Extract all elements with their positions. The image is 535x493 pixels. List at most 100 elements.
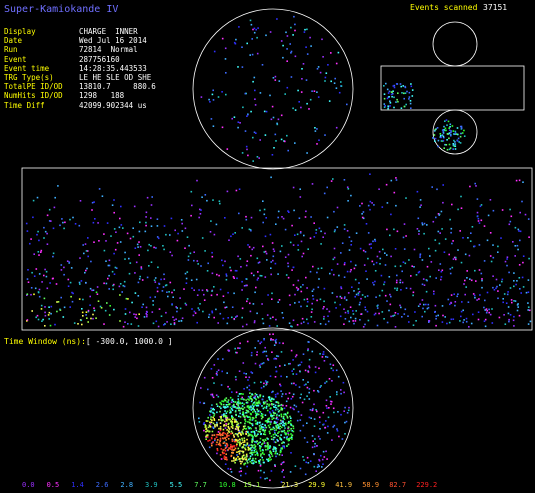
pmt-hit xyxy=(278,404,281,407)
pmt-hit xyxy=(241,152,244,154)
pmt-hit xyxy=(243,398,245,401)
pmt-hit xyxy=(92,221,95,224)
pmt-hit xyxy=(306,422,308,424)
pmt-hit xyxy=(274,432,276,434)
pmt-hit xyxy=(296,419,299,422)
pmt-hit xyxy=(160,278,162,281)
pmt-hit xyxy=(269,432,271,435)
pmt-hit xyxy=(320,385,322,387)
pmt-hit xyxy=(309,98,312,101)
pmt-hit xyxy=(134,272,136,274)
pmt-hit xyxy=(158,282,160,285)
pmt-hit xyxy=(274,420,276,423)
pmt-hit xyxy=(302,379,304,381)
pmt-hit xyxy=(258,445,261,447)
pmt-hit xyxy=(449,303,451,306)
pmt-hit xyxy=(383,106,386,108)
pmt-hit xyxy=(392,90,394,92)
pmt-hit xyxy=(223,452,225,454)
pmt-hit xyxy=(324,323,327,326)
pmt-hit xyxy=(328,310,331,313)
info-label: Event time xyxy=(4,63,50,73)
pmt-hit xyxy=(118,285,121,288)
pmt-hit xyxy=(358,291,361,293)
pmt-hit xyxy=(427,306,430,309)
pmt-hit xyxy=(317,435,320,438)
pmt-hit xyxy=(265,384,267,386)
pmt-hit xyxy=(238,438,241,441)
pmt-hit xyxy=(150,261,153,263)
pmt-hit xyxy=(245,323,248,326)
pmt-hit xyxy=(140,266,143,268)
pmt-hit xyxy=(151,311,154,313)
app-title: Super-Kamiokande IV xyxy=(4,4,119,15)
pmt-hit xyxy=(44,325,46,327)
pmt-hit xyxy=(242,411,244,413)
pmt-hit xyxy=(288,294,291,297)
pmt-hit xyxy=(212,199,214,201)
pmt-hit xyxy=(242,325,244,328)
pmt-hit xyxy=(234,401,237,403)
pmt-hit xyxy=(515,179,518,182)
pmt-hit xyxy=(328,100,331,102)
pmt-hit xyxy=(242,428,244,431)
pmt-hit xyxy=(241,46,243,48)
pmt-hit xyxy=(285,432,287,435)
pmt-hit xyxy=(283,425,286,427)
pmt-hit xyxy=(284,228,287,231)
pmt-hit xyxy=(325,450,327,453)
pmt-hit xyxy=(216,439,219,441)
pmt-hit xyxy=(269,399,272,401)
pmt-hit xyxy=(504,323,507,325)
pmt-hit xyxy=(236,403,238,405)
pmt-hit xyxy=(227,399,230,401)
pmt-hit xyxy=(489,232,492,234)
pmt-hit xyxy=(300,361,303,364)
pmt-hit xyxy=(255,132,257,134)
pmt-hit xyxy=(263,431,266,433)
pmt-hit xyxy=(241,431,244,434)
pmt-hit xyxy=(253,27,256,30)
pmt-hit xyxy=(291,434,294,437)
pmt-hit xyxy=(204,424,206,426)
pmt-hit xyxy=(247,416,249,418)
pmt-hit xyxy=(224,217,226,219)
pmt-hit xyxy=(352,320,354,322)
pmt-hit xyxy=(178,320,180,322)
pmt-hit xyxy=(462,309,464,312)
pmt-hit xyxy=(437,230,440,233)
pmt-hit xyxy=(229,409,231,412)
pmt-hit xyxy=(163,278,166,280)
pmt-hit xyxy=(263,350,265,353)
pmt-hit xyxy=(419,206,421,208)
pmt-hit xyxy=(344,421,346,424)
pmt-hit xyxy=(297,279,300,282)
pmt-hit xyxy=(232,406,234,408)
pmt-hit xyxy=(319,71,322,74)
pmt-hit xyxy=(269,456,271,459)
pmt-hit xyxy=(336,430,339,432)
pmt-hit xyxy=(310,316,313,318)
pmt-hit xyxy=(257,277,259,279)
pmt-hit xyxy=(429,255,431,257)
pmt-hit xyxy=(233,41,236,44)
pmt-hit xyxy=(378,294,381,297)
pmt-hit xyxy=(385,82,387,85)
pmt-hit xyxy=(240,266,242,268)
pmt-hit xyxy=(91,201,94,204)
pmt-hit xyxy=(287,427,289,430)
pmt-hit xyxy=(410,275,412,277)
pmt-hit xyxy=(252,462,254,465)
pmt-hit xyxy=(289,43,291,45)
pmt-hit xyxy=(440,276,443,278)
pmt-hit xyxy=(101,195,104,197)
pmt-hit xyxy=(271,154,274,156)
pmt-hit xyxy=(519,230,522,233)
pmt-hit xyxy=(230,444,232,446)
pmt-hit xyxy=(282,404,284,407)
pmt-hit xyxy=(219,401,221,404)
pmt-hit xyxy=(246,406,249,408)
pmt-hit xyxy=(108,264,111,267)
pmt-hit xyxy=(227,317,229,319)
